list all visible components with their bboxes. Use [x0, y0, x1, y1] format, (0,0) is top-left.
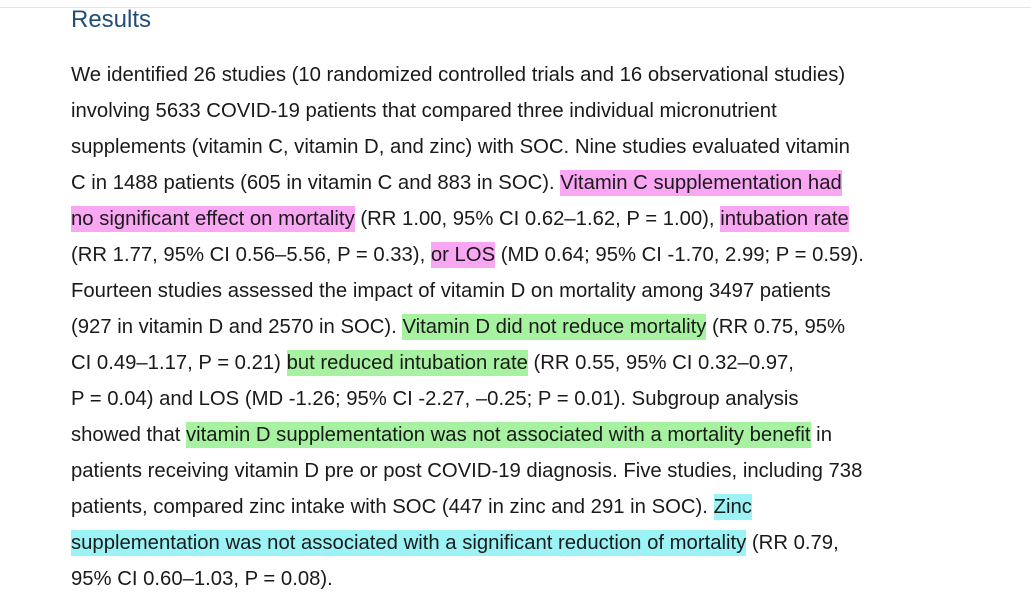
- zinc-highlight: supplementation was not associated with …: [71, 530, 747, 556]
- text-line: patients, compared zinc intake with SOC …: [71, 489, 1031, 525]
- text-line: Fourteen studies assessed the impact of …: [71, 273, 1031, 309]
- vitamin-d-highlight: Vitamin D did not reduce mortality: [402, 314, 707, 340]
- text-line: involving 5633 COVID-19 patients that co…: [71, 93, 1031, 129]
- text-segment: We identified 26 studies (10 randomized …: [71, 64, 846, 86]
- text-line: (RR 1.77, 95% CI 0.56–5.56, P = 0.33), o…: [71, 237, 1031, 273]
- text-line: patients receiving vitamin D pre or post…: [71, 453, 1031, 489]
- text-segment: involving 5633 COVID-19 patients that co…: [71, 100, 777, 122]
- vitamin-c-highlight: or LOS: [430, 242, 496, 268]
- zinc-highlight: Zinc: [713, 494, 752, 520]
- results-paragraph: We identified 26 studies (10 randomized …: [71, 57, 1031, 597]
- text-line: no significant effect on mortality (RR 1…: [71, 201, 1031, 237]
- vitamin-c-highlight: Vitamin C supplementation had: [560, 170, 842, 196]
- text-line: We identified 26 studies (10 randomized …: [71, 57, 1031, 93]
- text-segment: (RR 0.55, 95% CI 0.32–0.97,: [527, 352, 794, 374]
- text-segment: 95% CI 0.60–1.03, P = 0.08).: [71, 568, 333, 590]
- text-line: 95% CI 0.60–1.03, P = 0.08).: [71, 561, 1031, 597]
- results-heading: Results: [71, 6, 152, 33]
- vitamin-d-highlight: vitamin D supplementation was not associ…: [186, 422, 811, 448]
- vitamin-c-highlight: no significant effect on mortality: [71, 206, 355, 232]
- text-segment: showed that: [71, 424, 187, 446]
- text-segment: (RR 0.79,: [746, 532, 839, 554]
- text-segment: patients receiving vitamin D pre or post…: [71, 460, 863, 482]
- text-segment: patients, compared zinc intake with SOC …: [71, 496, 714, 518]
- text-segment: (927 in vitamin D and 2570 in SOC).: [71, 316, 403, 338]
- text-segment: P = 0.04) and LOS (MD -1.26; 95% CI -2.2…: [71, 388, 799, 410]
- text-line: CI 0.49–1.17, P = 0.21) but reduced intu…: [71, 345, 1031, 381]
- text-line: (927 in vitamin D and 2570 in SOC). Vita…: [71, 309, 1031, 345]
- text-segment: (RR 1.00, 95% CI 0.62–1.62, P = 1.00),: [354, 208, 721, 230]
- text-line: showed that vitamin D supplementation wa…: [71, 417, 1031, 453]
- text-line: C in 1488 patients (605 in vitamin C and…: [71, 165, 1031, 201]
- text-segment: C in 1488 patients (605 in vitamin C and…: [71, 172, 561, 194]
- text-segment: supplements (vitamin C, vitamin D, and z…: [71, 136, 850, 158]
- top-divider: [0, 7, 1031, 8]
- text-segment: (RR 0.75, 95%: [706, 316, 846, 338]
- text-line: P = 0.04) and LOS (MD -1.26; 95% CI -2.2…: [71, 381, 1031, 417]
- text-segment: (MD 0.64; 95% CI -1.70, 2.99; P = 0.59).: [495, 244, 864, 266]
- text-segment: CI 0.49–1.17, P = 0.21): [71, 352, 287, 374]
- vitamin-c-highlight: intubation rate: [720, 206, 849, 232]
- text-line: supplements (vitamin C, vitamin D, and z…: [71, 129, 1031, 165]
- text-line: supplementation was not associated with …: [71, 525, 1031, 561]
- text-segment: in: [810, 424, 832, 446]
- vitamin-d-highlight: but reduced intubation rate: [286, 350, 528, 376]
- text-segment: (RR 1.77, 95% CI 0.56–5.56, P = 0.33),: [71, 244, 431, 266]
- text-segment: Fourteen studies assessed the impact of …: [71, 280, 831, 302]
